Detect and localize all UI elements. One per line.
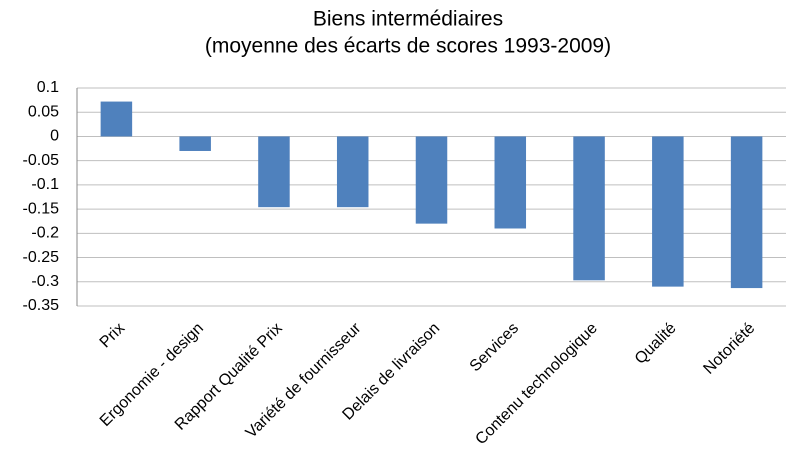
y-tick-label: 0.05 xyxy=(28,103,59,120)
y-tick-label: -0.3 xyxy=(31,273,59,290)
chart-title: Biens intermédiaires xyxy=(313,8,503,31)
x-tick-label: Prix xyxy=(97,320,129,352)
bar xyxy=(100,101,133,137)
y-tick-label: -0.2 xyxy=(31,225,59,242)
y-tick-label: 0.1 xyxy=(37,79,59,96)
bar xyxy=(179,136,211,151)
y-tick-label: -0.35 xyxy=(23,297,60,314)
bar xyxy=(730,136,763,289)
bar xyxy=(336,136,369,208)
x-tick-label: Notoriété xyxy=(700,320,758,378)
y-tick-label: 0 xyxy=(50,128,59,145)
bar xyxy=(494,136,527,229)
x-tick-label: Qualité xyxy=(632,320,680,368)
y-tick-label: -0.25 xyxy=(23,249,60,266)
x-tick-label: Services xyxy=(467,320,522,375)
bar xyxy=(415,136,448,224)
y-tick-label: -0.1 xyxy=(31,176,59,193)
y-tick-label: -0.15 xyxy=(23,200,60,217)
bar xyxy=(573,136,605,281)
bar xyxy=(258,136,290,208)
y-tick-label: -0.05 xyxy=(23,152,60,169)
chart-subtitle: (moyenne des écarts de scores 1993-2009) xyxy=(205,35,611,58)
bar xyxy=(652,136,684,287)
